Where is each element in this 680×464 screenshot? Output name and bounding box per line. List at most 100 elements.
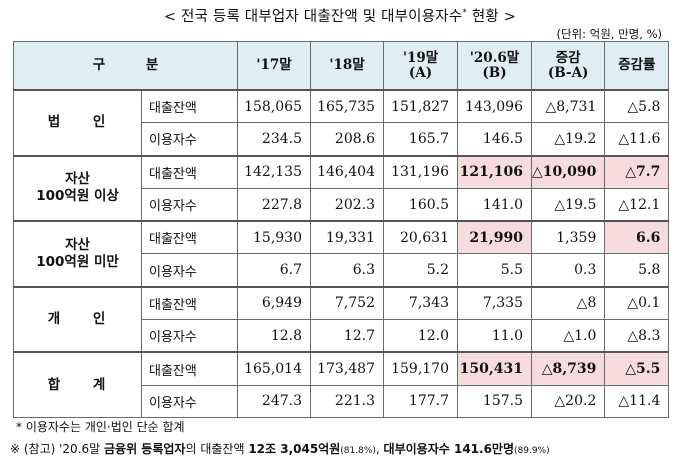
footnote-2: ※ (참고) '20.6말 금융위 등록업자의 대출잔액 12조 3,045억원… bbox=[10, 442, 550, 456]
value-cell: 202.3 bbox=[310, 187, 384, 222]
value-cell: 177.7 bbox=[383, 384, 458, 418]
value-cell: 234.5 bbox=[237, 122, 311, 157]
value-cell: 7,752 bbox=[310, 285, 384, 321]
value-cell: △8,731 bbox=[530, 89, 606, 124]
header-rate: 증감률 bbox=[604, 41, 670, 91]
value-cell: 21,990 bbox=[457, 220, 532, 255]
table-row: 개 인 대출잔액 6,949 7,752 7,343 7,335 △8 △0.1 bbox=[13, 285, 670, 353]
category-cell: 개 인 bbox=[13, 285, 142, 353]
category-cell: 자산 100억원 미만 bbox=[13, 220, 142, 288]
value-cell: 121,106 bbox=[457, 154, 532, 189]
value-cell: 7,343 bbox=[383, 285, 458, 321]
value-cell: △1.0 bbox=[530, 319, 606, 353]
value-cell: △12.1 bbox=[604, 187, 670, 222]
value-cell: 165.7 bbox=[383, 122, 458, 157]
value-cell: 6,949 bbox=[237, 285, 311, 321]
row-label: 이용자수 bbox=[141, 122, 238, 157]
value-cell: 12.0 bbox=[383, 319, 458, 353]
table-row: 이용자수 12.8 12.7 12.0 11.0 △1.0 △8.3 bbox=[14, 319, 670, 353]
row-label: 대출잔액 bbox=[141, 351, 238, 386]
value-cell: △8 bbox=[530, 285, 606, 321]
page-title: < 전국 등록 대부업자 대출잔액 및 대부이용자수* 현황 > bbox=[0, 5, 680, 26]
value-cell: △8.3 bbox=[604, 319, 670, 353]
value-cell: 227.8 bbox=[237, 187, 311, 222]
table-row: 이용자수 234.5 208.6 165.7 146.5 △19.2 △11.6 bbox=[14, 122, 670, 157]
value-cell: △11.4 bbox=[604, 384, 670, 418]
row-label: 이용자수 bbox=[141, 187, 238, 222]
header-gubun: 구 분 bbox=[13, 41, 238, 91]
header-diff: 증감 (B-A) bbox=[530, 41, 606, 91]
header-row: 구 분 '17말 '18말 '19말 (A) '20.6말 (B) 증감 (B-A) … bbox=[13, 41, 670, 91]
value-cell: 159,170 bbox=[383, 351, 458, 386]
value-cell: 141.0 bbox=[457, 187, 532, 222]
title-end: 현황 > bbox=[471, 9, 517, 25]
value-cell: 6.6 bbox=[604, 220, 670, 255]
value-cell: 165,735 bbox=[310, 89, 384, 124]
value-cell: △0.1 bbox=[604, 285, 670, 321]
value-cell: △19.5 bbox=[530, 187, 606, 222]
category-cell: 법 인 bbox=[13, 89, 142, 157]
footnote-1: * 이용자수는 개인·법인 단순 합계 bbox=[16, 420, 185, 434]
value-cell: △10,090 bbox=[530, 154, 606, 189]
value-cell: 5.5 bbox=[457, 253, 532, 288]
category-cell: 자산 100억원 이상 bbox=[13, 154, 142, 222]
value-cell: 20,631 bbox=[383, 220, 458, 255]
value-cell: 5.8 bbox=[604, 253, 670, 288]
value-cell: 7,335 bbox=[457, 285, 532, 321]
value-cell: △5.8 bbox=[604, 89, 670, 124]
value-cell: 143,096 bbox=[457, 89, 532, 124]
value-cell: 151,827 bbox=[383, 89, 458, 124]
value-cell: △11.6 bbox=[604, 122, 670, 157]
row-label: 이용자수 bbox=[141, 384, 238, 418]
value-cell: 150,431 bbox=[457, 351, 532, 386]
title-sup: * bbox=[462, 8, 468, 19]
value-cell: 5.2 bbox=[383, 253, 458, 288]
value-cell: 142,135 bbox=[237, 154, 311, 189]
header-2020: '20.6말 (B) bbox=[457, 41, 532, 91]
value-cell: 11.0 bbox=[457, 319, 532, 353]
value-cell: △20.2 bbox=[530, 384, 606, 418]
row-label: 대출잔액 bbox=[141, 89, 238, 124]
table-row: 법 인 대출잔액 158,065 165,735 151,827 143,096 △8,73… bbox=[13, 89, 670, 157]
value-cell: 19,331 bbox=[310, 220, 384, 255]
table-row: 이용자수 247.3 221.3 177.7 157.5 △20.2 △11.4 bbox=[14, 384, 670, 418]
value-cell: 12.7 bbox=[310, 319, 384, 353]
row-label: 대출잔액 bbox=[141, 154, 238, 189]
value-cell: 12.8 bbox=[237, 319, 311, 353]
row-label: 이용자수 bbox=[141, 253, 238, 288]
table-row: 이용자수 227.8 202.3 160.5 141.0 △19.5 △12.1 bbox=[14, 187, 670, 222]
table-row: 자산 100억원 미만 대출잔액 15,930 19,331 20,631 21,990 1,… bbox=[13, 220, 670, 288]
table-row: 합 계 대출잔액 165,014 173,487 159,170 150,431 △8,73… bbox=[13, 351, 670, 418]
value-cell: 146.5 bbox=[457, 122, 532, 157]
value-cell: △7.7 bbox=[604, 154, 670, 189]
header-2017: '17말 bbox=[237, 41, 311, 91]
header-2018: '18말 bbox=[310, 41, 384, 91]
value-cell: 6.3 bbox=[310, 253, 384, 288]
value-cell: 173,487 bbox=[310, 351, 384, 386]
value-cell: 158,065 bbox=[237, 89, 311, 124]
value-cell: 0.3 bbox=[530, 253, 606, 288]
value-cell: △8,739 bbox=[530, 351, 606, 386]
value-cell: △5.5 bbox=[604, 351, 670, 386]
row-label: 이용자수 bbox=[141, 319, 238, 353]
value-cell: 165,014 bbox=[237, 351, 311, 386]
table-body: 법 인 대출잔액 158,065 165,735 151,827 143,096 △8,73… bbox=[13, 89, 670, 418]
unit-note: (단위: 억원, 만명, %) bbox=[556, 27, 662, 41]
value-cell: 157.5 bbox=[457, 384, 532, 418]
value-cell: △19.2 bbox=[530, 122, 606, 157]
value-cell: 160.5 bbox=[383, 187, 458, 222]
data-table: 구 분 '17말 '18말 '19말 (A) '20.6말 (B) 증감 (B-A) … bbox=[13, 41, 670, 418]
value-cell: 146,404 bbox=[310, 154, 384, 189]
table-row: 이용자수 6.7 6.3 5.2 5.5 0.3 5.8 bbox=[14, 253, 670, 288]
value-cell: 131,196 bbox=[383, 154, 458, 189]
value-cell: 221.3 bbox=[310, 384, 384, 418]
table-row: 자산 100억원 이상 대출잔액 142,135 146,404 131,196 121,1… bbox=[13, 154, 670, 222]
header-2019: '19말 (A) bbox=[383, 41, 458, 91]
value-cell: 247.3 bbox=[237, 384, 311, 418]
row-label: 대출잔액 bbox=[141, 285, 238, 321]
value-cell: 6.7 bbox=[237, 253, 311, 288]
value-cell: 1,359 bbox=[530, 220, 606, 255]
value-cell: 15,930 bbox=[237, 220, 311, 255]
row-label: 대출잔액 bbox=[141, 220, 238, 255]
title-text: < 전국 등록 대부업자 대출잔액 및 대부이용자수 bbox=[163, 9, 463, 25]
